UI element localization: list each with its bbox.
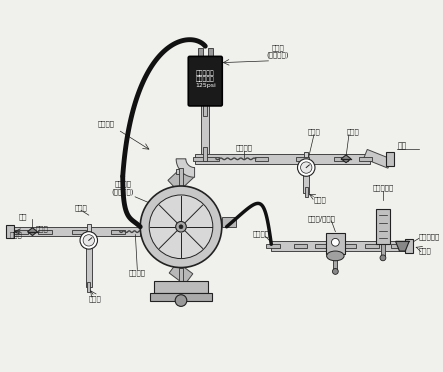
Text: 进气管路: 进气管路 xyxy=(98,121,115,127)
Bar xyxy=(87,282,90,292)
Bar xyxy=(255,157,268,161)
Circle shape xyxy=(332,269,338,274)
Bar xyxy=(294,244,307,248)
Polygon shape xyxy=(334,260,337,269)
Polygon shape xyxy=(168,166,194,192)
Bar xyxy=(6,225,14,238)
Text: 软管连接: 软管连接 xyxy=(129,269,146,276)
Text: 空气干燥机: 空气干燥机 xyxy=(372,185,393,191)
Bar xyxy=(305,187,308,197)
Bar xyxy=(326,232,345,254)
Bar xyxy=(334,157,348,161)
Text: 压力表: 压力表 xyxy=(74,204,87,211)
Bar xyxy=(193,157,206,161)
Bar xyxy=(342,244,356,248)
Polygon shape xyxy=(86,234,92,287)
Bar xyxy=(111,230,124,234)
Circle shape xyxy=(175,295,187,307)
Circle shape xyxy=(149,195,213,259)
Polygon shape xyxy=(381,244,385,256)
Bar xyxy=(150,293,212,301)
Text: 截流阀: 截流阀 xyxy=(346,128,359,135)
Polygon shape xyxy=(396,241,409,251)
Polygon shape xyxy=(271,241,407,251)
Bar xyxy=(359,157,372,161)
Circle shape xyxy=(179,225,183,229)
Text: 软管连接: 软管连接 xyxy=(236,145,253,151)
Circle shape xyxy=(80,232,97,249)
Text: 排水口: 排水口 xyxy=(88,295,101,302)
Polygon shape xyxy=(202,105,209,154)
Polygon shape xyxy=(194,154,370,164)
Text: 排气: 排气 xyxy=(19,214,27,220)
Bar xyxy=(179,267,183,287)
Polygon shape xyxy=(341,155,351,163)
Text: 气动隔膜泵: 气动隔膜泵 xyxy=(185,251,206,257)
Bar xyxy=(179,167,183,189)
Circle shape xyxy=(380,255,386,261)
Text: 空气截流阀: 空气截流阀 xyxy=(419,233,440,240)
Bar xyxy=(266,244,280,248)
Circle shape xyxy=(298,159,315,176)
Polygon shape xyxy=(364,150,392,168)
Polygon shape xyxy=(208,48,213,56)
Bar xyxy=(154,281,208,293)
Bar xyxy=(295,157,309,161)
Polygon shape xyxy=(87,224,91,232)
Ellipse shape xyxy=(326,251,344,261)
Polygon shape xyxy=(27,228,37,235)
Bar xyxy=(376,209,390,244)
Bar xyxy=(72,230,86,234)
Text: 吸入口: 吸入口 xyxy=(10,231,23,238)
Text: 过滤器/稳压器: 过滤器/稳压器 xyxy=(308,216,336,222)
Text: 稳压器，压
力不可超过
125psi: 稳压器，压 力不可超过 125psi xyxy=(195,70,216,88)
Bar xyxy=(14,230,27,234)
Bar xyxy=(205,157,219,161)
Polygon shape xyxy=(176,159,194,177)
Bar xyxy=(38,230,52,234)
Bar xyxy=(405,240,413,253)
Text: 软管连接: 软管连接 xyxy=(253,230,270,237)
Text: 排水口: 排水口 xyxy=(314,196,326,203)
Polygon shape xyxy=(176,169,186,174)
Bar xyxy=(148,230,162,234)
Text: 进气口: 进气口 xyxy=(419,248,431,254)
Text: 管道连接
(式样可选): 管道连接 (式样可选) xyxy=(112,181,134,195)
Polygon shape xyxy=(222,217,236,227)
FancyBboxPatch shape xyxy=(188,57,222,106)
Polygon shape xyxy=(303,162,309,193)
Polygon shape xyxy=(169,262,193,285)
Circle shape xyxy=(176,221,187,232)
Text: 截流阀: 截流阀 xyxy=(36,225,49,232)
Bar xyxy=(391,244,404,248)
Text: 排放: 排放 xyxy=(397,142,407,151)
Text: 管接头
(式样可选): 管接头 (式样可选) xyxy=(267,44,289,58)
Bar xyxy=(315,244,329,248)
Bar xyxy=(365,244,379,248)
Circle shape xyxy=(331,238,339,246)
Bar xyxy=(203,147,207,161)
Polygon shape xyxy=(304,152,308,159)
Bar xyxy=(203,103,207,116)
Circle shape xyxy=(140,186,222,267)
Circle shape xyxy=(83,235,94,246)
Circle shape xyxy=(300,162,312,173)
Bar xyxy=(398,244,412,248)
Text: 压力表: 压力表 xyxy=(307,128,320,135)
Bar xyxy=(386,152,394,166)
Polygon shape xyxy=(9,227,140,237)
Polygon shape xyxy=(198,48,203,56)
